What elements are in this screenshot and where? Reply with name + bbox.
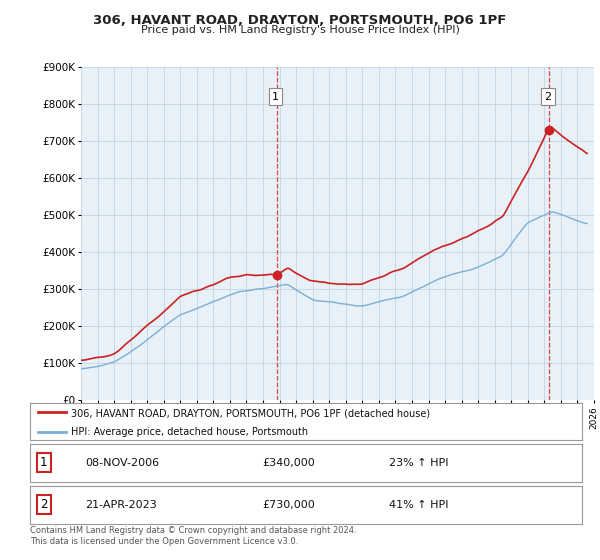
Text: 1: 1 [40,456,47,469]
Text: 21-APR-2023: 21-APR-2023 [85,500,157,510]
Text: £340,000: £340,000 [262,458,314,468]
Text: 2: 2 [544,92,551,102]
Text: 1: 1 [272,92,279,102]
Text: Price paid vs. HM Land Registry's House Price Index (HPI): Price paid vs. HM Land Registry's House … [140,25,460,35]
Text: HPI: Average price, detached house, Portsmouth: HPI: Average price, detached house, Port… [71,427,308,437]
Text: 41% ↑ HPI: 41% ↑ HPI [389,500,448,510]
Text: 2: 2 [40,498,47,511]
Text: 306, HAVANT ROAD, DRAYTON, PORTSMOUTH, PO6 1PF (detached house): 306, HAVANT ROAD, DRAYTON, PORTSMOUTH, P… [71,408,431,418]
Text: 08-NOV-2006: 08-NOV-2006 [85,458,160,468]
Text: Contains HM Land Registry data © Crown copyright and database right 2024.
This d: Contains HM Land Registry data © Crown c… [30,526,356,546]
Text: £730,000: £730,000 [262,500,314,510]
Text: 23% ↑ HPI: 23% ↑ HPI [389,458,448,468]
Text: 306, HAVANT ROAD, DRAYTON, PORTSMOUTH, PO6 1PF: 306, HAVANT ROAD, DRAYTON, PORTSMOUTH, P… [94,14,506,27]
